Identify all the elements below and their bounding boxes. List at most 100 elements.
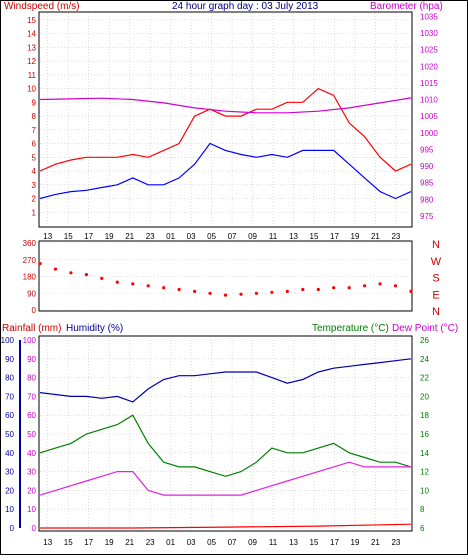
wind-direction-point: [193, 289, 197, 293]
bottom-x-tick-label: 13: [289, 538, 298, 547]
wind-direction-point: [270, 290, 274, 294]
rainfall-tick-label: 30: [5, 468, 14, 477]
windspeed-tick-label: 11: [28, 71, 37, 80]
barometer-tick-label: 1020: [420, 62, 438, 71]
barometer-tick-label: 995: [420, 145, 434, 154]
barometer-tick-label: 1000: [420, 129, 438, 138]
windspeed-tick-label: 10: [27, 85, 36, 94]
top-x-tick-label: 19: [351, 232, 360, 241]
wind-direction-point: [239, 292, 243, 296]
wind-direction-point: [38, 261, 42, 266]
rainfall-axis-title: Rainfall (mm): [2, 323, 61, 334]
wind-direction-point: [332, 286, 336, 290]
top-x-tick-label: 23: [391, 232, 400, 241]
bottom-x-tick-label: 15: [64, 538, 73, 547]
bottom-x-tick-label: 09: [248, 538, 257, 547]
rainfall-tick-label: 50: [5, 430, 14, 439]
top-chart-frame: [38, 11, 413, 228]
top-x-tick-label: 19: [105, 232, 114, 241]
bottom-x-tick-label: 19: [105, 538, 114, 547]
bottom-x-tick-label: 17: [330, 538, 339, 547]
top-x-tick-label: 15: [310, 232, 319, 241]
bottom-x-tick-label: 23: [391, 538, 400, 547]
barometer-tick-label: 975: [420, 212, 434, 221]
temperature-tick-label: 16: [420, 430, 429, 439]
top-x-tick-label: 21: [371, 232, 380, 241]
windspeed-tick-label: 6: [32, 140, 37, 149]
top-series-line-2: [39, 97, 412, 114]
barometer-tick-label: 1035: [420, 12, 438, 21]
humidity-axis-title: Humidity (%): [66, 323, 123, 334]
temperature-tick-label: 14: [420, 449, 429, 458]
bottom-x-tick-label: 05: [207, 538, 216, 547]
wind-direction-tick-label: 180: [23, 273, 37, 282]
top-x-tick-label: 07: [228, 232, 237, 241]
bottom-chart-frame: [38, 335, 413, 532]
humidity-tick-label: 30: [27, 468, 36, 477]
windspeed-tick-label: 14: [27, 30, 36, 39]
top-x-tick-label: 01: [166, 232, 175, 241]
bottom-x-tick-label: 23: [146, 538, 155, 547]
chart-title: 24 hour graph day : 03 July 2013: [172, 1, 319, 12]
bottom-x-tick-label: 13: [43, 538, 52, 547]
bottom-x-tick-label: 01: [166, 538, 175, 547]
top-series-line-1: [39, 142, 412, 200]
humidity-tick-label: 0: [32, 524, 37, 533]
top-x-tick-label: 05: [207, 232, 216, 241]
rainfall-tick-label: 100: [1, 336, 15, 345]
wind-direction-point: [363, 284, 367, 288]
temperature-tick-label: 26: [420, 336, 429, 345]
barometer-axis-title: Barometer (hpa): [370, 1, 443, 12]
barometer-tick-label: 1005: [420, 112, 438, 121]
wind-direction-point: [223, 293, 228, 297]
temperature-tick-label: 12: [420, 468, 429, 477]
humidity-tick-label: 80: [27, 374, 36, 383]
top-x-tick-label: 03: [187, 232, 196, 241]
grid-layer: [19, 13, 411, 529]
bottom-series-line-2: [39, 461, 411, 496]
bottom-series-line-1: [39, 414, 412, 477]
rainfall-tick-label: 10: [5, 505, 14, 514]
barometer-tick-label: 990: [420, 162, 434, 171]
barometer-tick-label: 1015: [420, 79, 438, 88]
windspeed-tick-label: 3: [32, 181, 37, 190]
wind-direction-tick-label: 270: [23, 256, 37, 265]
temperature-axis-title: Temperature (°C): [312, 323, 389, 334]
humidity-tick-label: 90: [27, 355, 36, 364]
wind-direction-tick-label: 360: [23, 239, 37, 248]
barometer-tick-label: 985: [420, 179, 434, 188]
wind-direction-point: [100, 276, 104, 280]
humidity-tick-label: 20: [27, 486, 36, 495]
wind-direction-point: [162, 286, 166, 290]
rainfall-tick-label: 60: [5, 411, 14, 420]
barometer-tick-label: 1030: [420, 29, 438, 38]
wind-direction-point: [409, 289, 413, 293]
bottom-series-line-0: [39, 358, 412, 403]
windspeed-tick-label: 2: [32, 195, 37, 204]
compass-label: S: [432, 273, 439, 285]
top-x-tick-label: 15: [64, 232, 73, 241]
barometer-tick-label: 980: [420, 195, 434, 204]
bottom-x-tick-label: 19: [351, 538, 360, 547]
bottom-x-tick-label: 21: [125, 538, 134, 547]
barometer-tick-label: 1025: [420, 46, 438, 55]
temperature-tick-label: 20: [420, 392, 429, 401]
wind-direction-point: [69, 271, 73, 275]
windspeed-tick-label: 15: [27, 16, 36, 25]
humidity-tick-label: 70: [27, 392, 36, 401]
temperature-tick-label: 24: [420, 355, 429, 364]
top-x-tick-label: 09: [248, 232, 257, 241]
humidity-tick-label: 100: [23, 336, 37, 345]
windspeed-tick-label: 9: [32, 98, 37, 107]
top-x-tick-label: 21: [125, 232, 134, 241]
compass-label: N: [432, 239, 440, 251]
wind-direction-point: [208, 291, 212, 295]
rainfall-tick-label: 80: [5, 374, 14, 383]
rainfall-tick-label: 90: [5, 355, 14, 364]
compass-label: E: [432, 289, 439, 301]
windspeed-tick-label: 12: [27, 57, 36, 66]
wind-direction-point: [131, 282, 135, 286]
wind-direction-point: [115, 280, 119, 284]
